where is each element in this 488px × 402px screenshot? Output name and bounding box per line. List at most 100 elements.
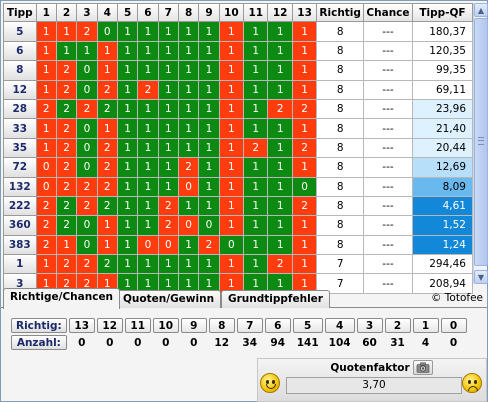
- tip-cell: 2: [268, 255, 293, 275]
- tip-cell: 1: [36, 80, 57, 100]
- richtig-cell: 8: [317, 99, 365, 120]
- tipp-row[interactable]: 383 2 1 0 1 1 0 0 1 2 0 1 1 1 8 --- 1,24: [3, 235, 473, 256]
- camera-icon: [416, 362, 430, 373]
- tip-cell: 1: [158, 99, 179, 120]
- chance-cell: ---: [364, 22, 413, 42]
- anzahl-value: 31: [390, 336, 405, 349]
- tip-cell: 1: [36, 41, 57, 62]
- tipp-row[interactable]: 222 2 2 2 2 1 1 2 1 1 1 1 1 2 8 --- 4,61: [3, 196, 473, 217]
- tip-cell: 1: [292, 22, 318, 42]
- column-header[interactable]: 13: [292, 3, 318, 23]
- column-header[interactable]: 3: [77, 3, 98, 23]
- tab-bar: Richtige/Chancen Quoten/Gewinn Grundtipp…: [1, 288, 487, 309]
- column-header[interactable]: 11: [244, 3, 269, 23]
- tipp-number[interactable]: 222: [3, 196, 37, 217]
- tip-cell: 2: [56, 80, 78, 100]
- tipp-row[interactable]: 8 1 2 0 1 1 1 1 1 1 1 1 1 1 8 --- 99,35: [3, 61, 473, 81]
- column-header[interactable]: 5: [117, 3, 139, 23]
- tip-cell: 1: [199, 41, 220, 62]
- column-header[interactable]: Tipp: [3, 3, 37, 23]
- tip-cell: 1: [244, 216, 269, 236]
- column-header[interactable]: 8: [178, 3, 200, 23]
- tipp-number[interactable]: 132: [3, 177, 37, 197]
- column-header[interactable]: 7: [158, 3, 179, 23]
- richtig-value: 12: [96, 318, 123, 333]
- tip-cell: 1: [199, 80, 220, 100]
- tipp-row[interactable]: 360 2 2 0 1 1 1 2 0 0 1 1 1 1 8 --- 1,52: [3, 216, 473, 236]
- tip-cell: 1: [268, 61, 293, 81]
- tipp-number[interactable]: 6: [3, 41, 37, 62]
- anzahl-row: Anzahl: 0 0 0 0 0 12 34 94 141 104 60 31 4 0: [11, 335, 467, 350]
- column-header[interactable]: 6: [138, 3, 159, 23]
- tipp-row[interactable]: 33 1 2 0 1 1 1 1 1 1 1 1 1 1 8 --- 21,40: [3, 119, 473, 139]
- column-header[interactable]: 1: [36, 3, 57, 23]
- tip-cell: 1: [138, 41, 159, 62]
- anzahl-value: 0: [134, 336, 142, 349]
- tip-cell: 2: [77, 177, 98, 197]
- column-header[interactable]: 12: [268, 3, 293, 23]
- tipp-qf-cell: 294,46: [412, 255, 473, 275]
- triangle-up-icon: ▲: [477, 5, 485, 15]
- tipp-number[interactable]: 72: [3, 158, 37, 178]
- tipp-qf-cell: 12,69: [412, 158, 473, 178]
- tipp-number[interactable]: 360: [3, 216, 37, 236]
- tipp-row[interactable]: 35 1 2 0 2 1 1 1 1 1 1 2 1 2 8 --- 20,44: [3, 138, 473, 159]
- column-header[interactable]: Tipp-QF: [412, 3, 473, 23]
- tip-cell: 2: [77, 22, 98, 42]
- camera-button[interactable]: [413, 360, 433, 375]
- tipp-number[interactable]: 33: [3, 119, 37, 139]
- tipp-row[interactable]: 6 1 1 1 1 1 1 1 1 1 1 1 1 1 8 --- 120,35: [3, 41, 473, 62]
- tip-cell: 1: [158, 177, 179, 197]
- tip-cell: 1: [178, 119, 200, 139]
- tip-cell: 1: [199, 138, 220, 159]
- tab-quoten-gewinn[interactable]: Quoten/Gewinn: [116, 290, 222, 308]
- tipp-row[interactable]: 132 0 2 2 2 1 1 1 0 1 1 1 1 0 8 --- 8,09: [3, 177, 473, 197]
- tipp-number[interactable]: 383: [3, 235, 37, 256]
- column-header[interactable]: 2: [56, 3, 78, 23]
- tip-cell: 1: [117, 235, 139, 256]
- column-header[interactable]: 4: [97, 3, 118, 23]
- tipp-row[interactable]: 1 1 2 2 2 1 1 1 1 1 1 1 2 1 7 --- 294,46: [3, 255, 473, 275]
- sad-smiley-icon: [462, 373, 482, 393]
- tip-cell: 1: [199, 255, 220, 275]
- tip-cell: 2: [97, 138, 118, 159]
- anzahl-value: 0: [449, 336, 458, 349]
- vertical-scrollbar[interactable]: ▲ ▼: [473, 3, 488, 284]
- scrollbar-thumb[interactable]: [474, 18, 488, 266]
- column-header[interactable]: Chance: [364, 3, 413, 23]
- tip-cell: 2: [56, 158, 78, 178]
- tip-cell: 1: [36, 22, 57, 42]
- tip-cell: 1: [244, 177, 269, 197]
- column-header[interactable]: 9: [199, 3, 220, 23]
- tip-cell: 1: [158, 41, 179, 62]
- column-header[interactable]: 10: [219, 3, 245, 23]
- tip-cell: 1: [117, 255, 139, 275]
- tipp-row[interactable]: 5 1 1 2 0 1 1 1 1 1 1 1 1 1 8 --- 180,37: [3, 22, 473, 42]
- tip-cell: 1: [138, 138, 159, 159]
- tipp-row[interactable]: 28 2 2 2 2 1 1 1 1 1 1 1 2 2 8 --- 23,96: [3, 99, 473, 120]
- chance-cell: ---: [364, 80, 413, 100]
- anzahl-value: 4: [421, 336, 430, 349]
- tip-cell: 1: [117, 158, 139, 178]
- scroll-down-button[interactable]: ▼: [474, 270, 488, 284]
- tip-cell: 1: [219, 196, 245, 217]
- tip-cell: 1: [268, 177, 293, 197]
- quotenfaktor-value: 3,70: [286, 377, 462, 394]
- tipp-row[interactable]: 72 0 2 0 2 1 1 1 2 1 1 1 1 1 8 --- 12,69: [3, 158, 473, 178]
- richtig-value: 8: [208, 318, 235, 333]
- tipp-number[interactable]: 8: [3, 61, 37, 81]
- scroll-up-button[interactable]: ▲: [474, 3, 488, 17]
- column-header[interactable]: Richtig: [317, 3, 365, 23]
- tab-grundtippfehler[interactable]: Grundtippfehler: [221, 290, 330, 308]
- tipp-number[interactable]: 35: [3, 138, 37, 159]
- tipp-number[interactable]: 12: [3, 80, 37, 100]
- tip-cell: 2: [56, 216, 78, 236]
- tip-cell: 1: [138, 158, 159, 178]
- tipp-row[interactable]: 12 1 2 0 2 1 2 1 1 1 1 1 1 1 8 --- 69,11: [3, 80, 473, 100]
- tipp-number[interactable]: 5: [3, 22, 37, 42]
- tipp-number[interactable]: 1: [3, 255, 37, 275]
- tab-richtige-chancen[interactable]: Richtige/Chancen: [3, 288, 121, 309]
- tipp-number[interactable]: 28: [3, 99, 37, 120]
- tip-cell: 2: [178, 158, 200, 178]
